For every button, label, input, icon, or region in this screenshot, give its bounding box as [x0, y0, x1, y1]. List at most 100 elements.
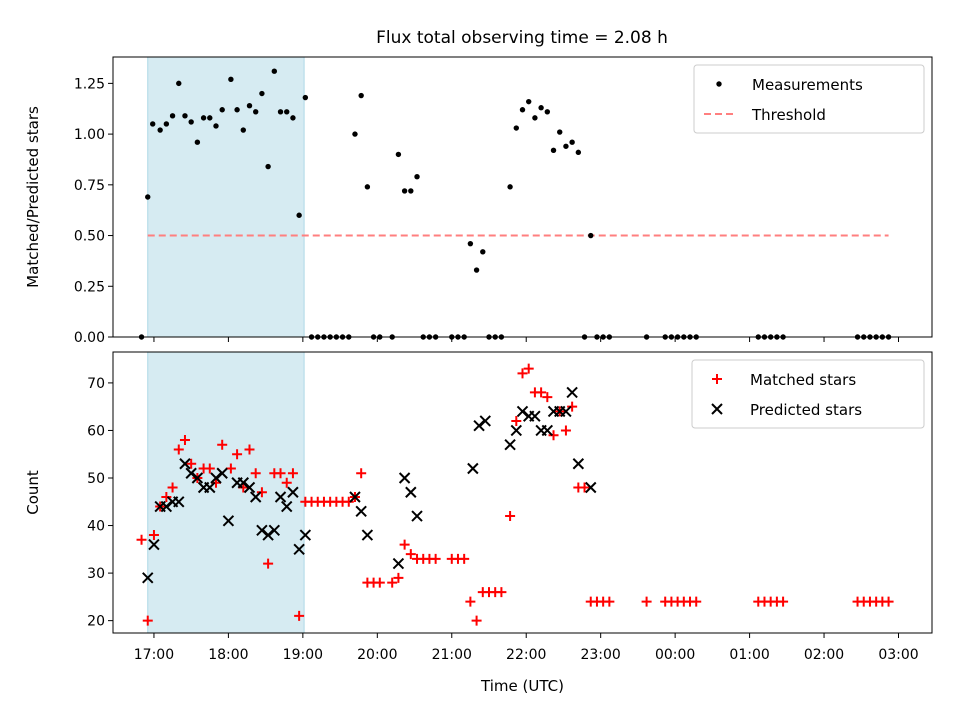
data-point: [480, 249, 486, 255]
data-point: [281, 500, 293, 513]
y-tick-label: 1.00: [74, 127, 105, 143]
data-point: [387, 577, 398, 588]
legend: Matched stars Predicted stars: [691, 359, 925, 429]
data-point: [179, 458, 191, 470]
highlight-span: [147, 352, 305, 633]
data-point: [274, 491, 287, 503]
data-point: [232, 449, 243, 460]
data-point: [259, 90, 265, 97]
axes-frame: [112, 56, 933, 338]
data-point: [240, 127, 246, 133]
data-point: [401, 188, 408, 194]
data-point: [142, 615, 153, 626]
legend-label: Matched stars: [750, 371, 856, 389]
data-point: [516, 405, 529, 418]
data-point: [207, 115, 213, 121]
data-point: [186, 458, 197, 469]
data-point: [399, 539, 410, 550]
x-tick-label: 03:00: [878, 647, 918, 663]
data-point: [557, 129, 563, 135]
data-point: [473, 419, 485, 432]
data-point: [294, 610, 305, 621]
data-point: [585, 481, 597, 494]
data-point: [459, 553, 470, 564]
y-tick-label: 60: [87, 423, 105, 439]
data-point: [408, 188, 414, 194]
data-point: [529, 410, 541, 422]
data-point: [641, 596, 652, 607]
y-tick-label: 0.25: [74, 279, 105, 295]
data-point: [148, 538, 160, 551]
data-point: [265, 163, 271, 170]
x-tick-label: 19:00: [283, 647, 323, 663]
data-point: [471, 615, 482, 626]
data-point: [519, 107, 526, 113]
legend-box: [691, 359, 925, 429]
data-point: [250, 468, 261, 479]
data-point: [510, 424, 523, 437]
legend-label: Predicted stars: [750, 401, 862, 419]
highlight-span: [147, 57, 305, 337]
data-point: [253, 109, 259, 115]
legend-swatch-marker: [712, 374, 722, 384]
panel-1: 0.00 0.25 0.50 0.75 1.00 1.25 Matched/Predicte…: [24, 56, 933, 346]
data-point: [225, 463, 236, 474]
data-point: [343, 496, 354, 507]
data-point: [299, 529, 312, 541]
data-point: [566, 386, 578, 399]
data-point: [405, 486, 417, 498]
data-point: [244, 444, 255, 455]
data-point: [161, 492, 172, 503]
data-point: [473, 267, 480, 273]
data-point: [505, 511, 516, 522]
data-point: [302, 94, 309, 101]
data-point: [213, 123, 219, 129]
x-tick-label: 20:00: [357, 647, 397, 663]
data-point: [210, 472, 222, 484]
data-point: [393, 572, 404, 583]
data-point: [204, 463, 215, 474]
data-point: [204, 481, 216, 494]
legend-label: Threshold: [751, 106, 826, 124]
data-point: [496, 587, 507, 598]
y-tick-label: 20: [87, 614, 105, 630]
legend: Measurements Threshold: [693, 64, 925, 134]
data-point: [579, 482, 590, 493]
data-point: [572, 458, 585, 470]
data-point: [290, 115, 296, 121]
data-point: [355, 505, 367, 517]
legend-box: [693, 64, 925, 134]
data-point: [157, 127, 163, 133]
series-x: [142, 386, 597, 584]
data-point: [398, 472, 411, 484]
data-point: [467, 240, 474, 247]
data-point: [246, 102, 253, 109]
data-point: [219, 107, 225, 113]
data-point: [293, 543, 305, 556]
data-point: [465, 596, 476, 607]
series-plus: [136, 363, 894, 626]
y-tick-label: 0.75: [74, 178, 105, 194]
data-point: [467, 462, 479, 475]
data-point: [507, 184, 513, 190]
data-point: [567, 401, 578, 412]
data-point: [216, 467, 228, 479]
y-tick-label: 70: [87, 376, 105, 392]
x-tick-label: 22:00: [506, 647, 546, 663]
data-point: [237, 477, 250, 489]
data-point: [392, 557, 405, 570]
data-point: [504, 439, 516, 451]
data-point: [136, 534, 147, 545]
data-point: [569, 139, 575, 145]
y-axis-label: Matched/Predicted stars: [24, 106, 42, 288]
y-tick-label: 40: [87, 519, 105, 535]
y-tick-label: 1.25: [74, 76, 105, 92]
data-point: [550, 147, 557, 154]
series-dot: [138, 68, 892, 340]
data-point: [414, 174, 420, 180]
data-point: [548, 430, 559, 441]
data-point: [479, 415, 491, 427]
panel-2: 20 30 40 50 60 70 17:00 18:00 19:00 20:00 21:00 22:…: [24, 351, 933, 695]
y-tick-label: 50: [87, 471, 105, 487]
data-point: [217, 439, 228, 450]
